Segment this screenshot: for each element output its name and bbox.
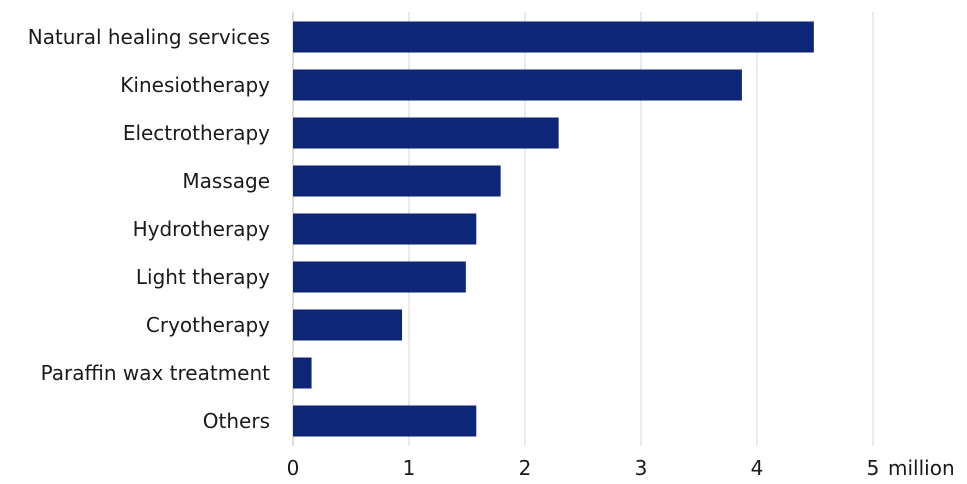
category-label: Massage	[182, 169, 270, 193]
bar	[293, 261, 466, 293]
category-label: Others	[203, 409, 270, 433]
category-label: Cryotherapy	[146, 313, 270, 337]
category-label: Paraffin wax treatment	[41, 361, 271, 385]
bar	[293, 21, 814, 53]
x-tick-label: 2	[519, 456, 532, 480]
x-tick-label: 4	[751, 456, 764, 480]
bar	[293, 357, 312, 389]
bar	[293, 405, 477, 437]
category-label: Hydrotherapy	[133, 217, 271, 241]
x-tick-label: 0	[287, 456, 300, 480]
x-tick-label: 5	[867, 456, 880, 480]
category-labels: Natural healing services Kinesiotherapy El…	[28, 25, 270, 433]
x-axis-unit-label: million	[888, 456, 955, 480]
x-tick-label: 3	[635, 456, 648, 480]
category-label: Natural healing services	[28, 25, 270, 49]
x-tick-label: 1	[403, 456, 416, 480]
bar	[293, 165, 501, 197]
bar	[293, 213, 477, 245]
bars	[293, 21, 814, 437]
x-axis-ticks: 0 1 2 3 4 5	[287, 456, 880, 480]
bar	[293, 117, 559, 149]
bar	[293, 309, 403, 341]
category-label: Light therapy	[136, 265, 270, 289]
category-label: Electrotherapy	[123, 121, 270, 145]
bar	[293, 69, 742, 101]
category-label: Kinesiotherapy	[120, 73, 270, 97]
